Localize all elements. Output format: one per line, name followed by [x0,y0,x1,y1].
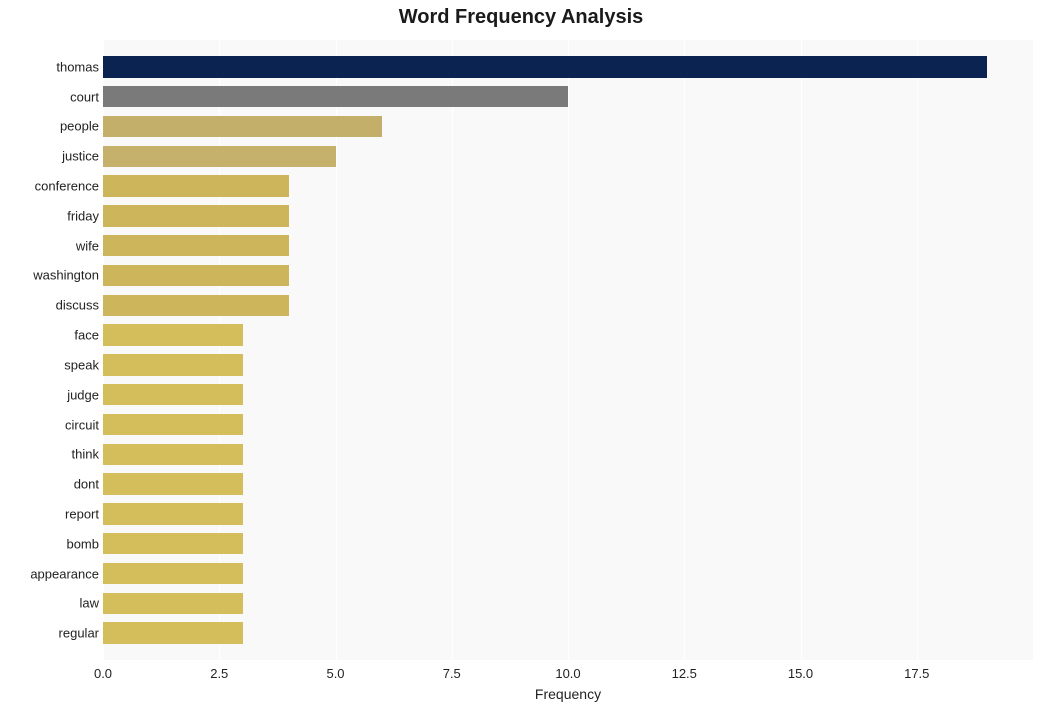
bar [103,444,243,465]
y-tick-label: people [60,119,99,134]
grid-line [684,40,685,660]
y-tick-label: wife [76,238,99,253]
x-tick-label: 5.0 [326,666,344,681]
x-tick-label: 10.0 [555,666,580,681]
grid-line [452,40,453,660]
bar [103,265,289,286]
bar [103,533,243,554]
y-tick-label: thomas [56,59,99,74]
y-tick-label: discuss [56,298,99,313]
y-tick-label: justice [62,149,99,164]
bar [103,563,243,584]
chart-title: Word Frequency Analysis [0,6,1042,29]
y-tick-label: speak [64,357,99,372]
y-tick-label: dont [74,477,99,492]
y-tick-label: circuit [65,417,99,432]
y-tick-label: washington [33,268,99,283]
y-tick-label: bomb [66,536,99,551]
y-tick-label: appearance [30,566,99,581]
y-tick-label: judge [67,387,99,402]
y-tick-label: friday [67,208,99,223]
y-tick-label: court [70,89,99,104]
grid-line [917,40,918,660]
y-tick-label: report [65,506,99,521]
bar [103,116,382,137]
x-tick-label: 2.5 [210,666,228,681]
bar [103,295,289,316]
bar [103,503,243,524]
y-tick-label: think [72,447,99,462]
bar [103,414,243,435]
plot-area [103,40,1033,660]
y-tick-label: regular [59,626,99,641]
bar [103,235,289,256]
bar [103,205,289,226]
bar [103,86,568,107]
grid-line [801,40,802,660]
grid-line [568,40,569,660]
bar [103,473,243,494]
bar [103,324,243,345]
x-tick-label: 12.5 [672,666,697,681]
x-tick-label: 15.0 [788,666,813,681]
bar [103,146,336,167]
bar [103,56,987,77]
bar [103,384,243,405]
bar [103,622,243,643]
x-axis-label: Frequency [103,686,1033,702]
x-tick-label: 0.0 [94,666,112,681]
y-tick-label: conference [35,179,99,194]
bar [103,354,243,375]
y-tick-label: face [74,328,99,343]
y-tick-label: law [79,596,99,611]
bar [103,175,289,196]
chart-container: Word Frequency Analysis Frequency 0.0 2.5… [0,0,1042,701]
bar [103,593,243,614]
x-tick-label: 7.5 [443,666,461,681]
x-tick-label: 17.5 [904,666,929,681]
